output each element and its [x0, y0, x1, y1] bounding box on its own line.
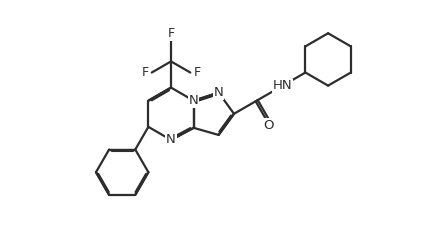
- Text: N: N: [166, 134, 176, 146]
- Text: F: F: [194, 66, 201, 79]
- Text: O: O: [263, 119, 274, 131]
- Text: HN: HN: [273, 79, 292, 92]
- Text: N: N: [189, 94, 199, 107]
- Text: F: F: [141, 66, 149, 79]
- Text: F: F: [168, 27, 175, 40]
- Text: N: N: [214, 86, 224, 99]
